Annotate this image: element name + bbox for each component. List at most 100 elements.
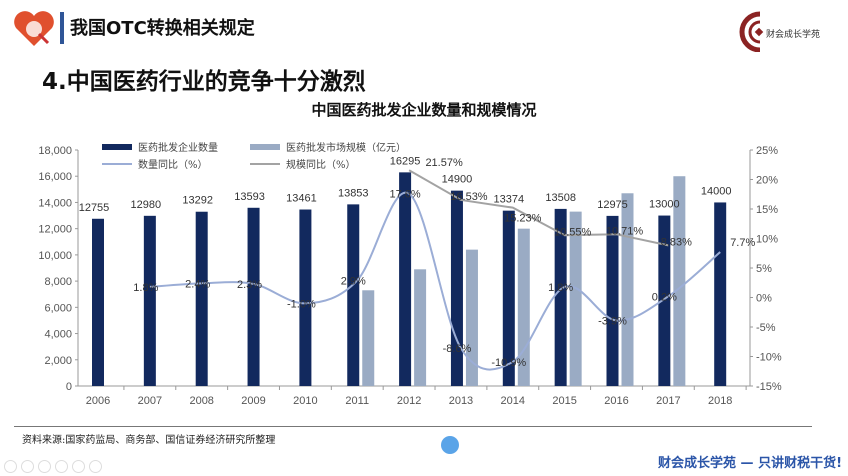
slide-controls xyxy=(4,460,102,473)
count-yoy-label: 17.6% xyxy=(389,189,420,201)
pen-icon[interactable] xyxy=(38,460,51,473)
enterprise-count-label: 12980 xyxy=(131,199,162,211)
right-tick-label: -5% xyxy=(756,322,776,334)
heart-logo-icon xyxy=(14,11,54,46)
legend-label: 规模同比（%） xyxy=(286,158,356,171)
right-tick-label: 20% xyxy=(756,175,778,187)
legend-label: 医药批发市场规模（亿元） xyxy=(286,141,406,154)
scale-yoy-label: 8.83% xyxy=(661,236,692,248)
enterprise-count-bar xyxy=(299,209,312,386)
scale-yoy-line xyxy=(408,169,669,247)
left-tick-label: 2,000 xyxy=(44,355,72,367)
enterprise-count-label: 13508 xyxy=(545,192,576,204)
legend-label: 数量同比（%） xyxy=(138,158,208,171)
count-yoy-label: 0.2% xyxy=(652,291,677,303)
enterprise-count-label: 14000 xyxy=(701,185,732,197)
enterprise-count-label: 14900 xyxy=(442,174,473,186)
legend-label: 医药批发企业数量 xyxy=(138,141,218,154)
enterprise-count-bar xyxy=(502,210,515,386)
x-tick-label: 2018 xyxy=(708,395,732,407)
cursor-indicator-icon xyxy=(441,436,459,454)
enterprise-count-bar xyxy=(606,215,619,386)
left-tick-label: 16,000 xyxy=(38,171,72,183)
count-yoy-label: -1.0% xyxy=(287,298,316,310)
market-size-bar xyxy=(621,193,634,386)
enterprise-count-bar xyxy=(247,207,260,386)
x-tick-label: 2015 xyxy=(552,395,576,407)
right-tick-label: 15% xyxy=(756,204,778,216)
enterprise-count-bar xyxy=(399,172,412,386)
x-tick-label: 2008 xyxy=(189,395,213,407)
right-tick-label: 0% xyxy=(756,293,772,305)
right-tick-label: -15% xyxy=(756,381,782,393)
combo-chart: 0 2,000 4,000 6,000 8,000 10,000 12,000 14,000 1… xyxy=(38,141,782,407)
enterprise-count-bar xyxy=(714,202,727,386)
enterprise-count-bar xyxy=(347,204,360,386)
enterprise-count-bar xyxy=(92,218,104,386)
section-title: 4.中国医药行业的竞争十分激烈 xyxy=(42,69,366,95)
scale-yoy-label: 15.23% xyxy=(504,213,542,225)
x-tick-label: 2014 xyxy=(501,395,525,407)
enterprise-count-label: 12755 xyxy=(79,202,110,214)
count-yoy-label: 2.3% xyxy=(237,279,262,291)
scale-yoy-label: 10.71% xyxy=(606,225,644,237)
next-icon[interactable] xyxy=(21,460,34,473)
left-tick-label: 6,000 xyxy=(44,302,72,314)
enterprise-count-bar xyxy=(195,211,208,386)
x-tick-label: 2009 xyxy=(241,395,265,407)
title-accent-bar xyxy=(60,12,64,44)
count-yoy-line xyxy=(149,191,721,371)
count-yoy-label: -3.9% xyxy=(598,316,627,328)
scale-yoy-label: 21.57% xyxy=(425,157,463,169)
left-tick-label: 4,000 xyxy=(44,329,72,341)
left-tick-label: 0 xyxy=(66,381,72,393)
footer-divider xyxy=(14,426,812,427)
zoom-icon[interactable] xyxy=(72,460,85,473)
prev-icon[interactable] xyxy=(4,460,17,473)
market-size-bar xyxy=(362,290,375,386)
count-yoy-label: -10.9% xyxy=(491,357,526,369)
scale-yoy-label: 16.53% xyxy=(450,191,488,203)
left-tick-label: 18,000 xyxy=(38,145,72,157)
more-icon[interactable] xyxy=(89,460,102,473)
count-yoy-label: 1.8% xyxy=(548,282,573,294)
enterprise-count-label: 12975 xyxy=(597,199,628,211)
market-size-bar xyxy=(673,176,686,386)
x-tick-label: 2011 xyxy=(345,395,369,407)
right-tick-label: -10% xyxy=(756,352,782,364)
enterprise-count-label: 13292 xyxy=(182,195,213,207)
count-yoy-label: 7.7% xyxy=(730,237,755,249)
left-tick-label: 10,000 xyxy=(38,250,72,262)
footer-slogan: 财会成长学苑 — 只讲财税干货! xyxy=(658,456,842,471)
x-tick-label: 2007 xyxy=(138,395,162,407)
x-tick-label: 2017 xyxy=(656,395,680,407)
x-tick-label: 2010 xyxy=(293,395,317,407)
enterprise-count-label: 16295 xyxy=(390,155,421,167)
right-tick-label: 5% xyxy=(756,263,772,275)
brand-logo: 财会成长学苑 xyxy=(739,11,820,52)
right-tick-label: 25% xyxy=(756,145,778,157)
market-size-bar xyxy=(465,249,478,386)
copy-icon[interactable] xyxy=(55,460,68,473)
x-tick-label: 2012 xyxy=(397,395,421,407)
market-size-bar xyxy=(414,269,427,386)
market-size-bar xyxy=(569,211,582,386)
enterprise-count-bar xyxy=(658,215,671,386)
right-tick-label: 10% xyxy=(756,234,778,246)
enterprise-count-label: 13593 xyxy=(234,191,265,203)
count-yoy-label: 1.8% xyxy=(133,282,158,294)
legend-swatch xyxy=(250,144,280,150)
count-yoy-label: -8.6% xyxy=(443,343,472,355)
legend-swatch xyxy=(102,144,132,150)
enterprise-count-bar xyxy=(450,190,463,386)
x-tick-label: 2006 xyxy=(86,395,110,407)
count-yoy-label: 2.4% xyxy=(185,278,210,290)
left-tick-label: 8,000 xyxy=(44,276,72,288)
enterprise-count-label: 13374 xyxy=(494,194,525,206)
enterprise-count-bar xyxy=(554,208,567,386)
chart-title: 中国医药批发企业数量和规模情况 xyxy=(311,101,537,119)
count-yoy-label: 2.9% xyxy=(341,275,366,287)
enterprise-count-label: 13853 xyxy=(338,187,369,199)
left-tick-label: 14,000 xyxy=(38,197,72,209)
slide-header-title: 我国OTC转换相关规定 xyxy=(70,18,255,39)
